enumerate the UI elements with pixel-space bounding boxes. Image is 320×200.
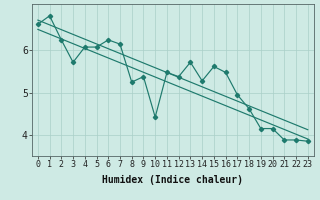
X-axis label: Humidex (Indice chaleur): Humidex (Indice chaleur): [102, 175, 243, 185]
